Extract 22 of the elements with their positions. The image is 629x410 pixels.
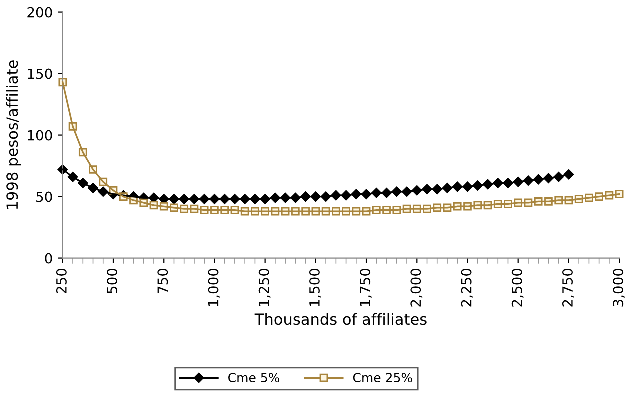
y-tick-label: 200 <box>28 7 52 18</box>
x-tick-label: 2,750 <box>562 268 574 307</box>
x-tick-label: 750 <box>158 268 168 294</box>
x-tick-label: 1,250 <box>258 268 271 306</box>
y-tick-label: 0 <box>45 253 52 264</box>
y-axis-title: 1998 pesos/affiliate <box>6 60 22 210</box>
legend-label: Cme 25% <box>353 373 412 383</box>
x-tick-label: 1,750 <box>360 268 372 306</box>
y-tick-label: 100 <box>28 130 52 141</box>
x-tick-label: 3,000 <box>613 268 626 307</box>
x-tick-label: 500 <box>107 268 118 294</box>
legend-label: Cme 5% <box>228 373 280 383</box>
x-tick-label: 1,500 <box>309 268 322 306</box>
x-tick-label: 2,000 <box>410 268 423 307</box>
x-tick-label: 1,000 <box>208 268 220 306</box>
x-tick-label: 2,250 <box>461 268 474 307</box>
x-tick-label: 250 <box>56 268 67 294</box>
y-tick-label: 150 <box>28 68 52 80</box>
y-tick-label: 50 <box>36 192 52 202</box>
x-tick-label: 2,500 <box>512 268 524 307</box>
point <box>564 170 574 180</box>
x-axis-title: Thousands of affiliates <box>254 313 427 326</box>
